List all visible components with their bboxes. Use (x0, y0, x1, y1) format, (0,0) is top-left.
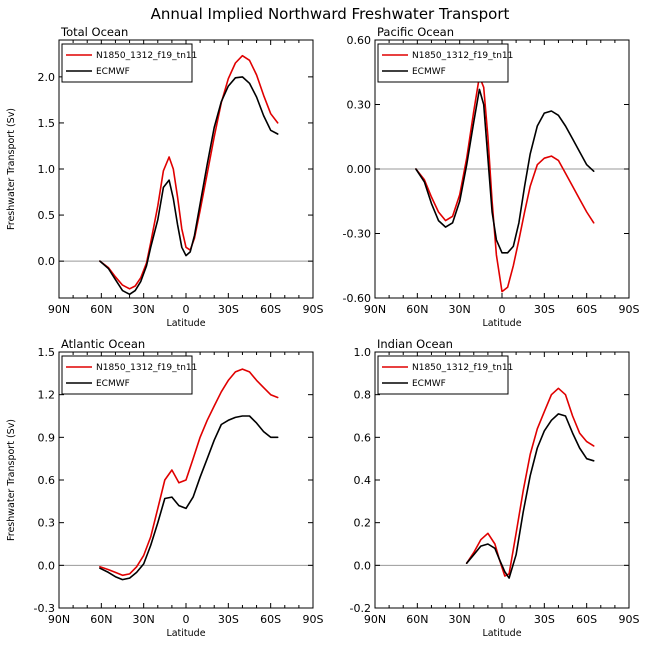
chart-indian-ocean-xlabel: Latitude (482, 628, 521, 639)
chart-indian-ocean-legend-label-n1850-1312-f19-tn11: N1850_1312_f19_tn11 (412, 363, 513, 373)
chart-indian-ocean-series-n1850-1312-f19-tn11 (465, 387, 595, 577)
chart-total-ocean-ytick-label: 1.0 (38, 163, 56, 176)
chart-indian-ocean: 90N 60N 30N 0 30S 60S 90S -0.2 0.0 0.2 0.4 0.6 0.8 1.… (350, 337, 640, 639)
chart-indian-ocean-xtick-label: 60S (576, 613, 597, 626)
chart-pacific-ocean-ytick-label: -0.30 (343, 228, 371, 241)
chart-atlantic-ocean-ytick-label: 1.2 (38, 389, 56, 402)
chart-atlantic-ocean-legend-label-n1850-1312-f19-tn11: N1850_1312_f19_tn11 (96, 363, 197, 373)
chart-pacific-ocean-xtick-label: 30S (534, 303, 555, 316)
chart-indian-ocean-ytick-label: 0.4 (354, 474, 372, 487)
chart-indian-ocean-ytick-label: 0.8 (354, 389, 372, 402)
chart-pacific-ocean-ytick-label: 0.30 (347, 99, 372, 112)
chart-atlantic-ocean-ytick-label: 0.3 (38, 517, 56, 530)
chart-total-ocean-xtick-label: 60S (260, 303, 281, 316)
chart-pacific-ocean-xtick-label: 90S (619, 303, 640, 316)
chart-total-ocean-series-ecmwf (99, 76, 279, 296)
chart-atlantic-ocean-xtick-label: 90N (48, 613, 70, 626)
chart-total-ocean-xlabel: Latitude (166, 318, 205, 329)
chart-total-ocean-xtick-label: 90N (48, 303, 70, 316)
chart-atlantic-ocean-title: Atlantic Ocean (61, 337, 145, 351)
chart-pacific-ocean-ytick-label: 0.60 (347, 34, 372, 47)
chart-atlantic-ocean-xtick-label: 30S (218, 613, 239, 626)
chart-atlantic-ocean-xtick-label: 60S (260, 613, 281, 626)
chart-pacific-ocean: 90N 60N 30N 0 30S 60S 90S -0.60 -0.30 0.00 0.30 0.6… (343, 25, 640, 329)
chart-atlantic-ocean-ylabel: Freshwater Transport (Sv) (6, 419, 17, 541)
chart-pacific-ocean-xtick-label: 60S (576, 303, 597, 316)
chart-pacific-ocean-series-n1850-1312-f19-tn11 (415, 75, 595, 293)
chart-total-ocean-series-n1850-1312-f19-tn11 (99, 54, 279, 290)
chart-pacific-ocean-xtick-label: 0 (499, 303, 506, 316)
chart-atlantic-ocean-series-ecmwf (99, 415, 279, 581)
chart-indian-ocean-ytick-label: 0.2 (354, 517, 372, 530)
chart-atlantic-ocean-ytick-label: 0.6 (38, 474, 56, 487)
chart-indian-ocean-title: Indian Ocean (377, 337, 453, 351)
chart-atlantic-ocean-xtick-label: 30N (133, 613, 155, 626)
chart-total-ocean-ytick-label: 2.0 (38, 71, 56, 84)
chart-total-ocean-xtick-label: 30S (218, 303, 239, 316)
chart-atlantic-ocean-ytick-label: 1.5 (38, 346, 56, 359)
chart-total-ocean-xtick-label: 30N (133, 303, 155, 316)
chart-atlantic-ocean-xtick-label: 90S (303, 613, 324, 626)
chart-pacific-ocean-xtick-label: 90N (364, 303, 386, 316)
chart-indian-ocean-xtick-label: 0 (499, 613, 506, 626)
chart-atlantic-ocean-ytick-label: 0.0 (38, 559, 56, 572)
chart-indian-ocean-legend (377, 355, 509, 395)
chart-indian-ocean-ytick-label: 0.0 (354, 559, 372, 572)
chart-indian-ocean-xtick-label: 90N (364, 613, 386, 626)
figure-title: Annual Implied Northward Freshwater Tran… (151, 5, 510, 23)
chart-indian-ocean-series-ecmwf (465, 413, 595, 579)
chart-pacific-ocean-xlabel: Latitude (482, 318, 521, 329)
chart-pacific-ocean-xtick-label: 30N (449, 303, 471, 316)
chart-total-ocean-xtick-label: 90S (303, 303, 324, 316)
chart-indian-ocean-xtick-label: 30S (534, 613, 555, 626)
chart-pacific-ocean-title: Pacific Ocean (377, 25, 454, 39)
chart-indian-ocean-xtick-label: 30N (449, 613, 471, 626)
chart-atlantic-ocean-legend (61, 355, 193, 395)
chart-atlantic-ocean-ytick-label: 0.9 (38, 431, 56, 444)
chart-pacific-ocean-xtick-label: 60N (406, 303, 428, 316)
chart-atlantic-ocean-ytick-label: -0.3 (34, 602, 55, 615)
chart-atlantic-ocean-legend-label-ecmwf: ECMWF (96, 379, 130, 389)
chart-total-ocean-xtick-label: 60N (90, 303, 112, 316)
chart-total-ocean-title: Total Ocean (60, 25, 128, 39)
chart-total-ocean-ylabel: Freshwater Transport (Sv) (6, 108, 17, 230)
chart-total-ocean-legend-label-ecmwf: ECMWF (96, 67, 130, 77)
chart-atlantic-ocean-xtick-label: 60N (90, 613, 112, 626)
chart-total-ocean-ytick-label: 0.5 (38, 209, 56, 222)
chart-total-ocean-legend-label-n1850-1312-f19-tn11: N1850_1312_f19_tn11 (96, 51, 197, 61)
chart-indian-ocean-ytick-label: 0.6 (354, 431, 372, 444)
chart-pacific-ocean-series-ecmwf (415, 88, 595, 254)
chart-indian-ocean-legend-label-ecmwf: ECMWF (412, 379, 446, 389)
chart-pacific-ocean-ytick-label: -0.60 (343, 292, 371, 305)
chart-total-ocean-xtick-label: 0 (183, 303, 190, 316)
chart-atlantic-ocean: 90N 60N 30N 0 30S 60S 90S -0.3 0.0 0.3 0.6 0.9 1.2 1.… (6, 337, 324, 639)
chart-indian-ocean-ytick-label: -0.2 (350, 602, 371, 615)
chart-pacific-ocean-legend (377, 43, 509, 83)
chart-atlantic-ocean-series-n1850-1312-f19-tn11 (99, 368, 279, 577)
chart-total-ocean: 90N 60N 30N 0 30S 60S 90S 0.0 0.5 1.0 1.5 2.0 Total … (6, 25, 324, 329)
chart-atlantic-ocean-xlabel: Latitude (166, 628, 205, 639)
chart-total-ocean-ytick-label: 1.5 (38, 117, 56, 130)
chart-total-ocean-legend (61, 43, 193, 83)
chart-total-ocean-ytick-label: 0.0 (38, 255, 56, 268)
chart-pacific-ocean-ytick-label: 0.00 (347, 163, 372, 176)
chart-pacific-ocean-legend-label-ecmwf: ECMWF (412, 67, 446, 77)
chart-atlantic-ocean-xtick-label: 0 (183, 613, 190, 626)
chart-indian-ocean-xtick-label: 60N (406, 613, 428, 626)
chart-indian-ocean-xtick-label: 90S (619, 613, 640, 626)
chart-pacific-ocean-legend-label-n1850-1312-f19-tn11: N1850_1312_f19_tn11 (412, 51, 513, 61)
chart-indian-ocean-ytick-label: 1.0 (354, 346, 372, 359)
